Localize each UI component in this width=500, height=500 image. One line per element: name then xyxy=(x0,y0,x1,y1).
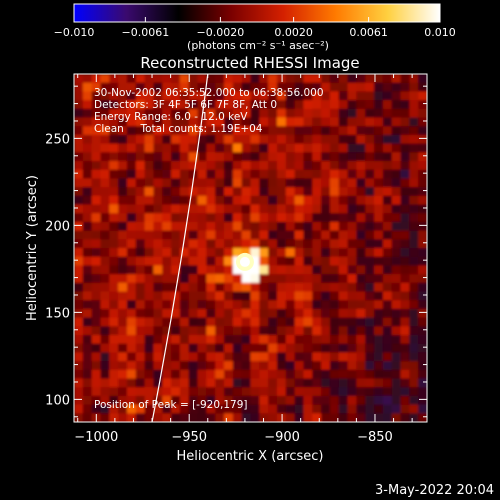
colorbar-tick-label: −0.0020 xyxy=(197,26,245,39)
info-block: 30-Nov-2002 06:35:52.000 to 06:38:56.000… xyxy=(94,87,324,135)
date-stamp: 3-May-2022 20:04 xyxy=(375,483,494,498)
info-line-detectors: Detectors: 3F 4F 5F 6F 7F 8F, Att 0 xyxy=(94,99,277,111)
axis-ticks: −1000 −950 −900 −850 100 150 200 250 xyxy=(45,74,427,445)
x-tick-label: −850 xyxy=(357,430,393,445)
y-axis-label: Heliocentric Y (arcsec) xyxy=(25,175,40,321)
info-line-time: 30-Nov-2002 06:35:52.000 to 06:38:56.000 xyxy=(94,87,324,99)
colorbar-unit-label: (photons cm⁻² s⁻¹ asec⁻²) xyxy=(187,39,329,52)
colorbar: −0.010 −0.0061 −0.0020 0.0020 0.0061 0.010 (p… xyxy=(54,3,456,52)
colorbar-tick-label: −0.0061 xyxy=(122,26,170,39)
y-tick-label: 150 xyxy=(45,306,70,321)
y-tick-label: 250 xyxy=(45,132,70,147)
chart-title: Reconstructed RHESSI Image xyxy=(140,54,359,72)
colorbar-tick-label: 0.010 xyxy=(424,26,456,39)
info-line-energy: Energy Range: 6.0 - 12.0 keV xyxy=(94,111,248,123)
heatmap-image xyxy=(74,74,427,422)
x-axis-label: Heliocentric X (arcsec) xyxy=(177,449,324,464)
y-tick-label: 200 xyxy=(45,219,70,234)
x-tick-label: −1000 xyxy=(74,430,118,445)
colorbar-tick-label: 0.0020 xyxy=(274,26,313,39)
colorbar-tick-label: 0.0061 xyxy=(349,26,388,39)
colorbar-tick-label: −0.010 xyxy=(54,26,95,39)
x-tick-label: −950 xyxy=(171,430,207,445)
x-tick-label: −900 xyxy=(264,430,300,445)
peak-position-label: Position of Peak = [-920,179] xyxy=(94,399,248,411)
colorbar-ticks: −0.010 −0.0061 −0.0020 0.0020 0.0061 0.010 xyxy=(54,17,456,39)
solar-limb-curve xyxy=(151,74,209,422)
colorbar-strip xyxy=(73,3,441,23)
info-line-counts: Clean Total counts: 1.19E+04 xyxy=(94,123,263,135)
plot-area: −1000 −950 −900 −850 100 150 200 250 xyxy=(45,73,428,445)
y-tick-label: 100 xyxy=(45,393,70,408)
plot-frame xyxy=(73,73,428,423)
